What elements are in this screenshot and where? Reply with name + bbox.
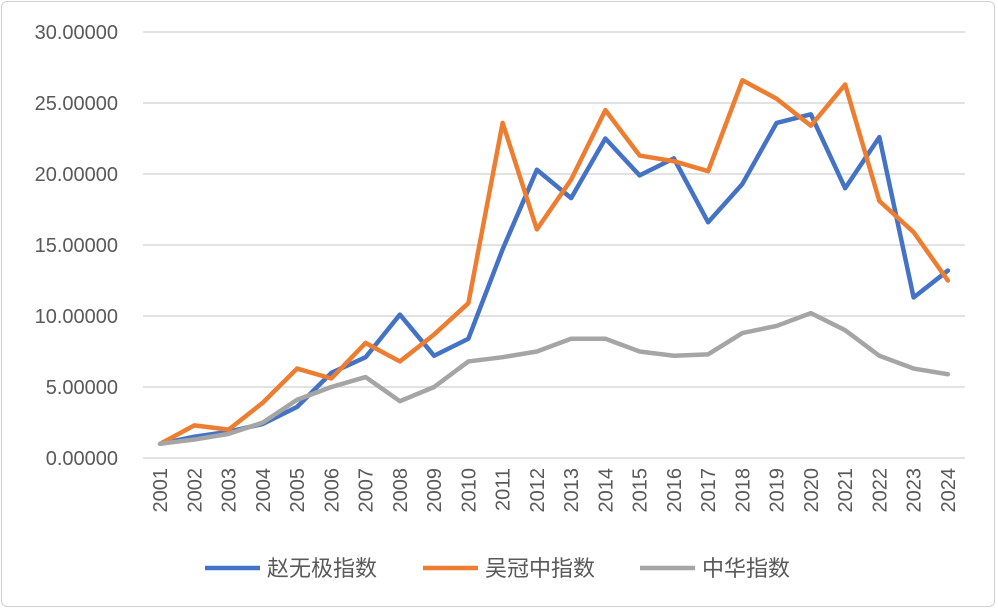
x-tick-label: 2019 bbox=[767, 468, 789, 513]
x-tick-label: 2022 bbox=[869, 468, 891, 513]
y-tick-label: 20.00000 bbox=[35, 164, 118, 186]
legend: 赵无极指数 吴冠中指数 中华指数 bbox=[205, 557, 790, 582]
y-axis-ticks: 0.00000 5.00000 10.00000 15.00000 20.00000 25… bbox=[35, 22, 118, 470]
series-line-1 bbox=[157, 78, 951, 447]
x-tick-label: 2011 bbox=[493, 468, 515, 511]
y-tick-label: 15.00000 bbox=[35, 235, 118, 257]
x-tick-label: 2023 bbox=[904, 468, 926, 513]
x-tick-label: 2015 bbox=[630, 468, 652, 513]
x-tick-label: 2018 bbox=[732, 468, 754, 513]
x-tick-label: 2001 bbox=[150, 468, 172, 513]
x-tick-label: 2012 bbox=[527, 468, 549, 513]
x-tick-label: 2017 bbox=[698, 468, 720, 513]
x-axis-ticks: 2001 2002 2003 2004 2005 2006 2007 2008 2009 2010… bbox=[150, 468, 960, 513]
x-tick-label: 2002 bbox=[184, 468, 206, 513]
x-tick-label: 2005 bbox=[287, 468, 309, 513]
x-tick-label: 2014 bbox=[595, 468, 617, 513]
x-tick-label: 2013 bbox=[561, 468, 583, 513]
y-tick-label: 30.00000 bbox=[35, 22, 118, 44]
x-tick-label: 2003 bbox=[219, 468, 241, 513]
x-tick-label: 2009 bbox=[424, 468, 446, 513]
y-tick-label: 5.00000 bbox=[46, 377, 118, 399]
legend-label: 中华指数 bbox=[702, 557, 790, 582]
x-tick-label: 2006 bbox=[321, 468, 343, 513]
y-tick-label: 0.00000 bbox=[46, 448, 118, 470]
x-tick-label: 2010 bbox=[458, 468, 480, 513]
x-tick-label: 2024 bbox=[938, 468, 960, 513]
x-tick-label: 2016 bbox=[664, 468, 686, 513]
series-line-2 bbox=[157, 310, 951, 447]
gridlines bbox=[143, 31, 965, 459]
x-tick-label: 2021 bbox=[835, 468, 857, 513]
legend-label: 赵无极指数 bbox=[267, 557, 377, 582]
x-tick-label: 2007 bbox=[356, 468, 378, 513]
x-tick-label: 2020 bbox=[801, 468, 823, 513]
legend-label: 吴冠中指数 bbox=[485, 557, 595, 582]
y-tick-label: 25.00000 bbox=[35, 93, 118, 115]
x-tick-label: 2004 bbox=[253, 468, 275, 513]
series-lines bbox=[157, 78, 951, 447]
series-line-0 bbox=[157, 112, 951, 447]
x-tick-label: 2008 bbox=[390, 468, 412, 513]
y-tick-label: 10.00000 bbox=[35, 306, 118, 328]
